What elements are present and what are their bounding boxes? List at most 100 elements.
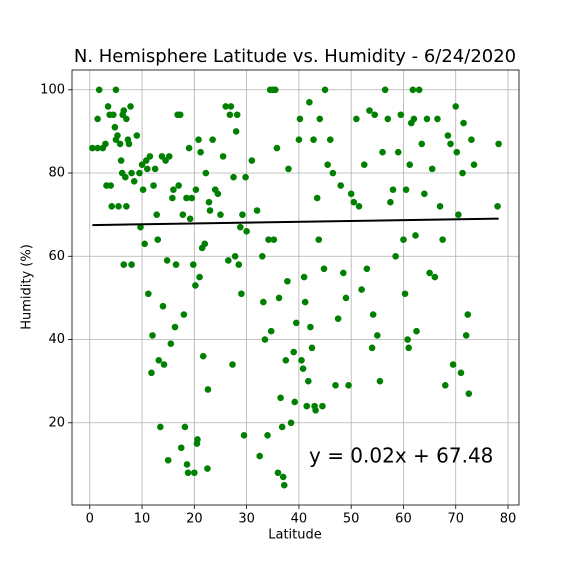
x-tick-label: 40 bbox=[291, 512, 308, 527]
point bbox=[204, 386, 212, 393]
point bbox=[401, 290, 409, 298]
point bbox=[374, 332, 381, 339]
point bbox=[436, 203, 444, 210]
point bbox=[201, 240, 209, 248]
point bbox=[495, 140, 502, 148]
point bbox=[177, 444, 185, 452]
point bbox=[136, 169, 143, 177]
x-tick-label: 70 bbox=[447, 512, 464, 527]
point bbox=[310, 136, 317, 144]
point bbox=[369, 311, 377, 318]
point bbox=[176, 111, 184, 119]
point bbox=[199, 352, 207, 360]
point bbox=[260, 298, 267, 306]
point bbox=[117, 157, 125, 164]
point bbox=[179, 211, 187, 218]
point bbox=[358, 286, 365, 293]
point bbox=[204, 465, 211, 472]
point bbox=[272, 86, 279, 94]
point bbox=[279, 473, 287, 481]
point bbox=[169, 194, 176, 202]
point bbox=[275, 294, 283, 302]
point bbox=[219, 153, 227, 160]
point bbox=[158, 153, 166, 160]
point bbox=[465, 390, 473, 397]
point bbox=[305, 377, 312, 385]
point bbox=[447, 140, 454, 148]
x-tick-label: 60 bbox=[395, 512, 412, 527]
point bbox=[128, 169, 135, 177]
point bbox=[376, 377, 384, 385]
point bbox=[312, 406, 319, 414]
point bbox=[308, 344, 316, 352]
point bbox=[164, 456, 172, 464]
point bbox=[387, 198, 394, 206]
point bbox=[107, 182, 114, 189]
point bbox=[300, 273, 308, 281]
point bbox=[127, 103, 134, 110]
point bbox=[180, 311, 188, 318]
point bbox=[285, 165, 292, 173]
point bbox=[296, 115, 304, 123]
point bbox=[104, 103, 112, 110]
point bbox=[379, 148, 386, 156]
point bbox=[153, 211, 160, 218]
point bbox=[242, 173, 249, 181]
point bbox=[172, 261, 180, 268]
point bbox=[400, 236, 407, 243]
point bbox=[301, 298, 309, 306]
point bbox=[240, 431, 248, 439]
point bbox=[130, 178, 138, 185]
point bbox=[441, 382, 449, 389]
point bbox=[189, 261, 197, 268]
point bbox=[389, 186, 397, 193]
y-tick-label: 40 bbox=[48, 332, 65, 347]
regression-line bbox=[92, 217, 499, 227]
point bbox=[154, 236, 162, 243]
point bbox=[116, 140, 124, 148]
point bbox=[197, 148, 204, 156]
point bbox=[315, 236, 323, 243]
point bbox=[185, 144, 193, 152]
points bbox=[89, 86, 502, 489]
point bbox=[125, 140, 133, 148]
point bbox=[292, 319, 300, 327]
point bbox=[368, 344, 376, 352]
point bbox=[371, 111, 379, 119]
point bbox=[214, 190, 222, 198]
point bbox=[206, 207, 214, 214]
point bbox=[449, 361, 457, 368]
y-tick-label: 20 bbox=[48, 415, 65, 430]
point bbox=[186, 215, 194, 223]
point bbox=[145, 290, 152, 298]
point bbox=[418, 140, 426, 148]
point bbox=[405, 344, 412, 352]
y-tick-label: 60 bbox=[48, 249, 65, 264]
point bbox=[319, 402, 326, 410]
point bbox=[167, 340, 175, 347]
point bbox=[392, 252, 399, 260]
point bbox=[123, 203, 130, 210]
chart-title: N. Hemisphere Latitude vs. Humidity - 6/… bbox=[74, 46, 516, 67]
point bbox=[277, 394, 284, 402]
point bbox=[227, 103, 235, 110]
point bbox=[231, 252, 239, 260]
point bbox=[143, 165, 151, 173]
point bbox=[95, 86, 103, 94]
point bbox=[307, 323, 314, 331]
point bbox=[165, 153, 173, 160]
point bbox=[94, 115, 101, 123]
point bbox=[270, 236, 278, 243]
point bbox=[184, 469, 192, 477]
point bbox=[413, 327, 420, 335]
point bbox=[229, 361, 236, 368]
point bbox=[459, 169, 466, 177]
point bbox=[384, 115, 392, 123]
point bbox=[284, 277, 291, 285]
x-tick-label: 50 bbox=[343, 512, 360, 527]
point bbox=[162, 157, 169, 164]
point bbox=[273, 144, 281, 152]
point bbox=[114, 132, 121, 139]
